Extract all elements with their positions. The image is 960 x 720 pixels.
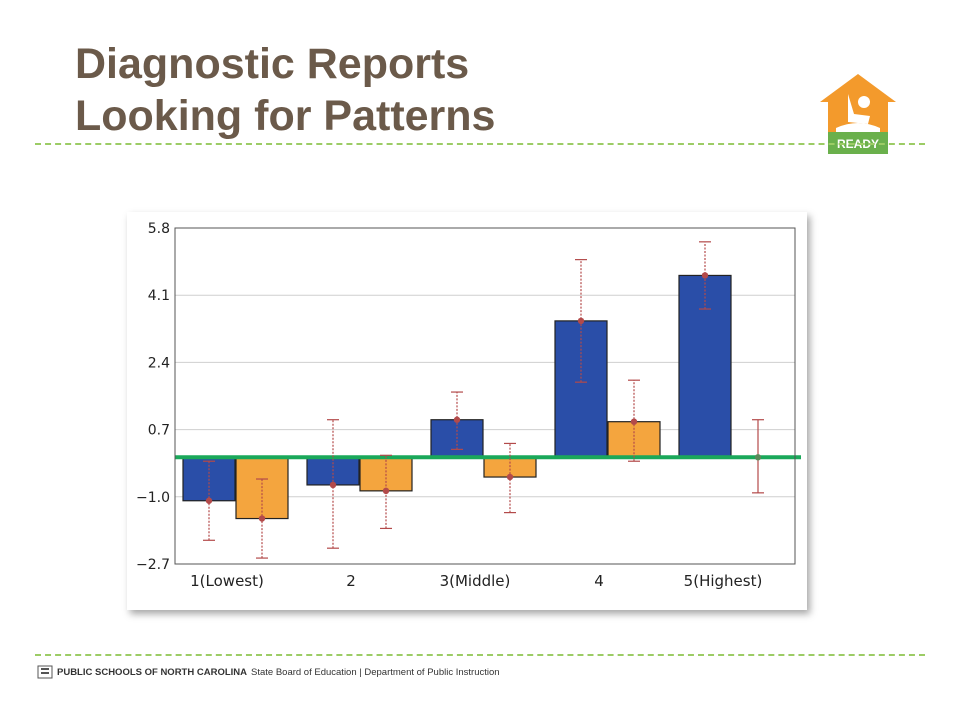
chart-panel: 5.8 4.1 2.4 0.7 −1.0 −2.7 1(Lowest) 2 3(Middle)… xyxy=(127,212,807,610)
x-tick-label: 5(Highest) xyxy=(684,572,763,590)
mean-point xyxy=(577,317,585,325)
error-bars xyxy=(203,241,764,559)
y-tick-label: 2.4 xyxy=(148,355,170,371)
x-tick-label: 4 xyxy=(594,572,604,590)
mean-point xyxy=(205,497,213,504)
bars xyxy=(182,274,732,520)
mean-point xyxy=(258,515,266,522)
y-tick-label: −2.7 xyxy=(136,557,170,573)
bar xyxy=(678,274,732,458)
mean-point xyxy=(630,418,638,425)
mean-point xyxy=(701,272,709,279)
x-tick-label: 3(Middle) xyxy=(440,572,511,590)
y-tick-label: 0.7 xyxy=(148,423,170,439)
bottom-divider xyxy=(35,654,925,656)
footer-rest: State Board of Education | Department of… xyxy=(251,666,500,678)
title-line-1: Diagnostic Reports xyxy=(75,40,470,88)
title-line-2: Looking for Patterns xyxy=(75,92,496,140)
y-tick-label: 4.1 xyxy=(148,288,170,304)
x-tick-label: 1(Lowest) xyxy=(190,572,264,590)
plot-frame xyxy=(174,227,796,565)
x-tick-label: 2 xyxy=(346,572,356,590)
slide-title: Diagnostic Reports Looking for Patterns xyxy=(75,38,495,142)
top-divider xyxy=(35,143,925,145)
nc-seal-icon xyxy=(37,665,53,679)
ready-logo-icon: READY xyxy=(820,74,896,154)
y-tick-label: −1.0 xyxy=(136,490,170,506)
y-tick-labels: 5.8 4.1 2.4 0.7 −1.0 −2.7 xyxy=(136,221,170,573)
mean-point xyxy=(453,416,461,423)
x-tick-labels: 1(Lowest) 2 3(Middle) 4 5(Highest) xyxy=(190,572,762,590)
y-tick-label: 5.8 xyxy=(148,221,170,237)
mean-point xyxy=(754,454,762,461)
bar xyxy=(554,320,608,458)
footer-org: PUBLIC SCHOOLS OF NORTH CAROLINA xyxy=(57,666,247,678)
bar-chart: 5.8 4.1 2.4 0.7 −1.0 −2.7 1(Lowest) 2 3(Middle)… xyxy=(136,221,801,590)
mean-point xyxy=(329,481,337,489)
mean-point xyxy=(382,487,390,495)
footer: PUBLIC SCHOOLS OF NORTH CAROLINA State B… xyxy=(37,665,500,679)
mean-point xyxy=(506,473,514,481)
